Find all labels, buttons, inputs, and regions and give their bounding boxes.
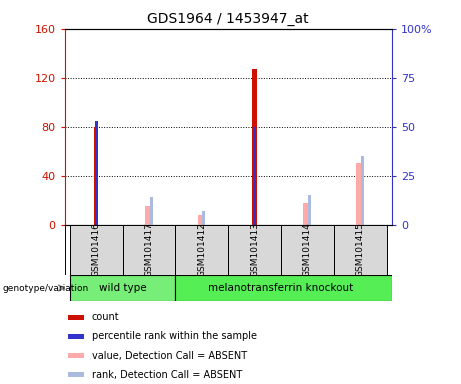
Bar [202,211,206,225]
Bar [69,372,84,377]
Bar [253,69,257,225]
Bar [70,225,123,275]
Bar [94,127,98,225]
Bar [145,206,151,225]
Text: value, Detection Call = ABSENT: value, Detection Call = ABSENT [92,351,247,361]
Text: GSM101415: GSM101415 [356,222,365,277]
Bar [70,275,175,301]
Bar [228,225,281,275]
Bar [253,127,256,225]
Text: wild type: wild type [99,283,147,293]
Text: GSM101416: GSM101416 [92,222,100,277]
Title: GDS1964 / 1453947_at: GDS1964 / 1453947_at [148,12,309,26]
Bar [281,225,334,275]
Text: count: count [92,312,119,322]
Bar [69,334,84,339]
Text: melanotransferrin knockout: melanotransferrin knockout [208,283,354,293]
Bar [69,315,84,319]
Bar [361,156,364,225]
Text: GSM101417: GSM101417 [144,222,154,277]
Bar [198,215,204,225]
Text: percentile rank within the sample: percentile rank within the sample [92,331,257,341]
Bar [149,197,153,225]
Bar [123,225,175,275]
Bar [95,121,98,225]
Text: GSM101414: GSM101414 [303,222,312,277]
Bar [356,164,362,225]
Bar [175,275,392,301]
Text: genotype/variation: genotype/variation [2,284,89,293]
Bar [175,225,228,275]
Text: GSM101412: GSM101412 [197,222,207,277]
Bar [303,203,309,225]
Bar [69,353,84,358]
Text: rank, Detection Call = ABSENT: rank, Detection Call = ABSENT [92,370,242,380]
Bar [334,225,387,275]
Bar [308,195,311,225]
Text: GSM101413: GSM101413 [250,222,259,277]
